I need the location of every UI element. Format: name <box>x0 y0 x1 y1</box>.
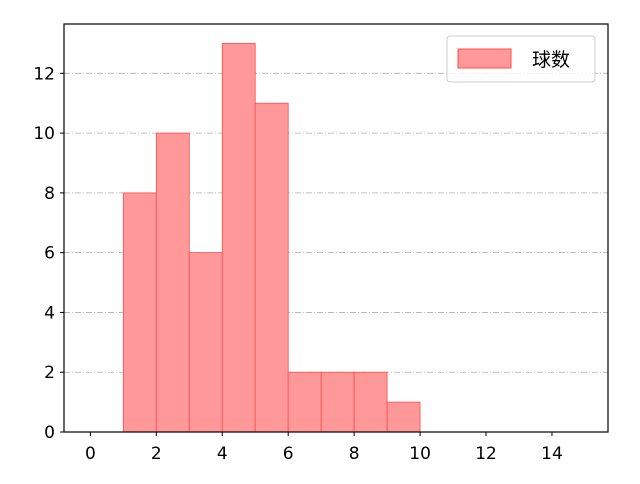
y-tick-label: 10 <box>33 124 55 144</box>
x-tick-label: 2 <box>151 444 162 464</box>
y-tick-label: 2 <box>44 363 55 383</box>
x-tick-label: 4 <box>217 444 228 464</box>
legend-swatch <box>457 48 512 69</box>
y-tick-label: 6 <box>44 244 55 264</box>
histogram-bar <box>386 401 421 433</box>
y-tick-label: 12 <box>33 64 55 84</box>
histogram-bar <box>122 192 157 433</box>
histogram-bar <box>287 371 322 433</box>
y-tick-label: 4 <box>44 303 55 323</box>
legend-label: 球数 <box>532 49 570 71</box>
x-tick-label: 6 <box>283 444 294 464</box>
x-axis: 0 2 4 6 8 10 12 14 <box>85 432 563 464</box>
histogram-bar <box>353 371 388 433</box>
bars <box>122 43 421 433</box>
histogram-bar <box>254 102 289 433</box>
x-tick-label: 12 <box>475 444 497 464</box>
y-axis: 0 2 4 6 8 10 12 <box>33 64 64 443</box>
y-tick-label: 8 <box>44 184 55 204</box>
legend-box <box>446 35 596 83</box>
x-tick-label: 10 <box>409 444 431 464</box>
histogram-bar <box>320 371 355 433</box>
histogram-bar <box>155 132 190 433</box>
x-tick-label: 14 <box>541 444 563 464</box>
plot-frame <box>63 23 609 433</box>
x-tick-label: 8 <box>349 444 360 464</box>
histogram-bar <box>221 43 256 433</box>
y-tick-label: 0 <box>44 423 55 443</box>
legend: 球数 <box>446 35 596 83</box>
x-tick-label: 0 <box>85 444 96 464</box>
histogram-bar <box>188 252 223 433</box>
